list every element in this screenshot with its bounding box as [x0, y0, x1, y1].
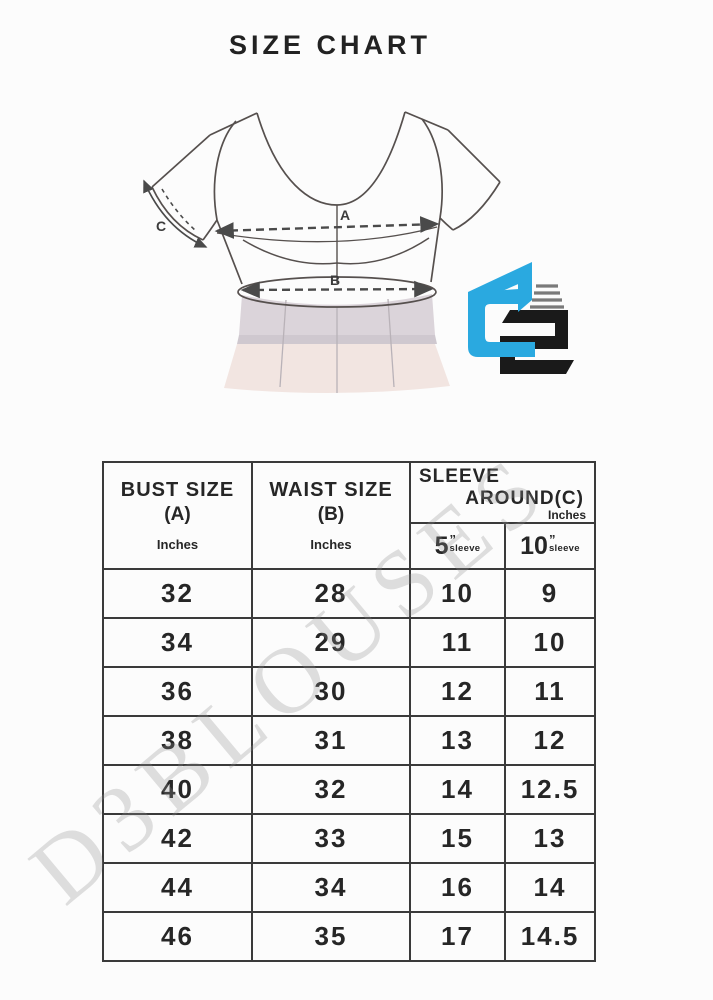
logo-blue-d: [468, 262, 535, 357]
d3-logo: [468, 262, 574, 374]
sleeve-header-line2: AROUND(C): [465, 488, 584, 509]
cell-waist: 29: [251, 617, 411, 668]
neckline: [256, 111, 406, 206]
size-chart-table: BUST SIZE (A) Inches WAIST SIZE (B) Inch…: [102, 461, 596, 962]
cell-sleeve10: 9: [504, 568, 596, 619]
cell-sleeve5: 12: [409, 666, 506, 717]
cell-sleeve5: 17: [409, 911, 506, 962]
cell-bust: 46: [102, 911, 253, 962]
waist-header-letter: (B): [317, 504, 345, 525]
page-title: SIZE CHART: [229, 30, 431, 60]
inch-mark: ”: [449, 531, 457, 547]
bust-measure-line: [214, 216, 440, 239]
inch-mark: ”: [548, 531, 556, 547]
cell-sleeve10: 14: [504, 862, 596, 913]
col-header-bust: BUST SIZE (A) Inches: [102, 461, 253, 570]
bust-header-letter: (A): [164, 504, 191, 525]
col-header-waist: WAIST SIZE (B) Inches: [251, 461, 411, 570]
sleeve-header-line1: SLEEVE: [419, 466, 500, 487]
cell-bust: 36: [102, 666, 253, 717]
logo-black-s: [500, 310, 574, 374]
table-row: 36 30 12 11: [102, 666, 596, 717]
label-waist-b: B: [330, 272, 340, 288]
cell-waist: 31: [251, 715, 411, 766]
bust-header-unit: Inches: [156, 537, 199, 552]
table-row: 40 32 14 12.5: [102, 764, 596, 815]
measurement-lines: [143, 179, 440, 299]
cell-sleeve10: 14.5: [504, 911, 596, 962]
skirt-shading: [224, 294, 450, 394]
diagram-labels: A B C: [156, 207, 350, 288]
label-bust-a: A: [340, 207, 350, 223]
cell-bust: 40: [102, 764, 253, 815]
cell-waist: 35: [251, 911, 411, 962]
cell-sleeve5: 15: [409, 813, 506, 864]
right-armhole: [421, 118, 443, 219]
table-row: 44 34 16 14: [102, 862, 596, 913]
cell-waist: 33: [251, 813, 411, 864]
cell-sleeve10: 12: [504, 715, 596, 766]
table-row: 34 29 11 10: [102, 617, 596, 668]
logo-speed-stripes: [530, 284, 564, 309]
cell-bust: 32: [102, 568, 253, 619]
col-header-sleeve: SLEEVE AROUND(C) Inches: [409, 461, 596, 524]
blouse-measurement-diagram: A B C: [143, 111, 501, 394]
underbust-curves: [242, 237, 430, 265]
cell-bust: 34: [102, 617, 253, 668]
sleeve-dashed-line: [161, 188, 197, 232]
cell-bust: 44: [102, 862, 253, 913]
cell-sleeve10: 12.5: [504, 764, 596, 815]
cell-sleeve10: 13: [504, 813, 596, 864]
right-sleeve-hem: [452, 181, 501, 231]
col-header-sleeve-5: 5 ” sleeve: [409, 522, 506, 570]
cell-waist: 28: [251, 568, 411, 619]
waist-header-unit: Inches: [310, 537, 352, 552]
cell-bust: 38: [102, 715, 253, 766]
cell-sleeve5: 16: [409, 862, 506, 913]
cell-sleeve10: 11: [504, 666, 596, 717]
waist-header-label: WAIST SIZE: [269, 479, 393, 501]
sleeve-measure-arc: [143, 179, 208, 248]
cell-sleeve5: 14: [409, 764, 506, 815]
table-row: 32 28 10 9: [102, 568, 596, 619]
bust-header-label: BUST SIZE: [120, 479, 235, 501]
sleeve-header-unit: Inches: [547, 508, 586, 522]
left-armhole: [213, 120, 237, 221]
cell-sleeve5: 10: [409, 568, 506, 619]
cell-waist: 34: [251, 862, 411, 913]
waist-ellipse: [237, 276, 437, 308]
cell-sleeve5: 13: [409, 715, 506, 766]
cell-bust: 42: [102, 813, 253, 864]
cell-sleeve10: 10: [504, 617, 596, 668]
col-header-sleeve-10: 10 ” sleeve: [504, 522, 596, 570]
table-row: 46 35 17 14.5: [102, 911, 596, 962]
blouse-outline: [151, 111, 501, 308]
waist-measure-line: [240, 280, 434, 299]
cell-waist: 32: [251, 764, 411, 815]
cell-sleeve5: 11: [409, 617, 506, 668]
label-sleeve-c: C: [156, 218, 166, 234]
cell-waist: 30: [251, 666, 411, 717]
table-row: 38 31 13 12: [102, 715, 596, 766]
table-row: 42 33 15 13: [102, 813, 596, 864]
